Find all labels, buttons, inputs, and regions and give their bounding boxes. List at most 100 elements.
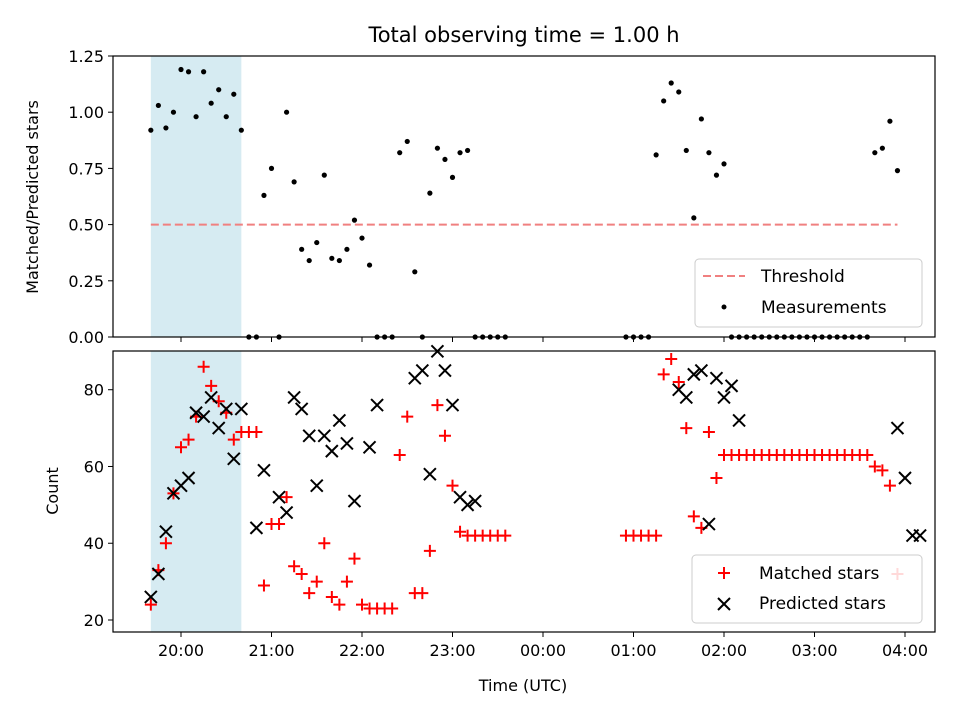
- matched-stars-point: [416, 587, 429, 600]
- matched-stars-point: [182, 433, 195, 446]
- predicted-stars-point: [257, 463, 271, 478]
- predicted-stars-point: [702, 517, 716, 531]
- matched-stars-point: [386, 602, 399, 615]
- measurement-point: [668, 80, 674, 86]
- predicted-stars-point: [227, 452, 241, 466]
- matched-stars-point: [340, 575, 353, 588]
- matched-stars-point: [499, 529, 512, 542]
- y-tick-label: 0.75: [68, 159, 104, 178]
- measurement-point: [163, 125, 169, 131]
- predicted-stars-point: [196, 409, 211, 424]
- matched-stars-point: [303, 587, 316, 600]
- matched-stars-point: [431, 399, 444, 412]
- predicted-stars-point: [249, 521, 264, 535]
- measurement-point: [359, 235, 365, 241]
- x-tick-label: 21:00: [248, 641, 294, 660]
- measurement-point: [449, 174, 456, 180]
- predicted-stars-point: [460, 498, 475, 512]
- measurement-point: [683, 147, 689, 154]
- measurement-point: [336, 257, 342, 264]
- measurements-legend-swatch: [721, 304, 727, 310]
- measurement-point: [366, 262, 373, 268]
- measurement-point: [464, 147, 471, 154]
- measurement-point: [283, 109, 290, 115]
- matched-stars-point: [680, 422, 693, 435]
- predicted-stars-point: [445, 398, 460, 412]
- predicted-stars-point: [219, 402, 233, 416]
- matched-stars-legend-label: Matched stars: [759, 564, 879, 584]
- x-tick-label: 01:00: [610, 641, 656, 660]
- measurement-point: [434, 145, 441, 151]
- predicted-stars-point: [717, 390, 731, 405]
- predicted-stars-point: [438, 363, 452, 378]
- bottom-x-ticks: 20:00 21:00 22:00 23:00 00:00 01:00 02:00 03:00…: [158, 632, 928, 660]
- predicted-stars-point: [272, 490, 286, 504]
- measurement-point: [155, 102, 161, 109]
- predicted-stars-point: [890, 421, 905, 435]
- matched-stars-point: [318, 537, 331, 550]
- matched-stars-point: [250, 425, 263, 438]
- chart-title: Total observing time = 1.00 h: [367, 23, 679, 47]
- bottom-shaded-region: [150, 351, 242, 632]
- bottom-axes-frame: [112, 350, 936, 633]
- predicted-stars-legend-label: Predicted stars: [759, 594, 886, 614]
- y-tick-label: 1.00: [68, 103, 104, 122]
- matched-stars-point: [205, 379, 218, 392]
- matched-stars-point: [702, 425, 715, 438]
- x-tick-label: 22:00: [339, 641, 385, 660]
- matched-stars-point: [348, 552, 361, 565]
- matched-stars-point: [454, 525, 467, 538]
- predicted-stars-point: [415, 363, 430, 378]
- top-shaded-region: [150, 56, 242, 337]
- measurement-point: [427, 190, 433, 196]
- top-plot-marks: [148, 66, 901, 340]
- matched-stars-point: [325, 590, 338, 603]
- measurement-point: [314, 239, 320, 246]
- x-tick-label: 03:00: [791, 641, 837, 660]
- measurement-point: [887, 118, 893, 124]
- y-tick-label: 80: [84, 381, 104, 400]
- measurements-legend-label: Measurements: [761, 298, 887, 318]
- predicted-stars-point: [181, 471, 196, 485]
- bottom-legend-box: [691, 554, 923, 624]
- predicted-stars-point: [212, 421, 226, 435]
- measurement-point: [397, 150, 403, 156]
- matched-stars-legend-swatch: [718, 567, 730, 579]
- y-tick-label: 40: [84, 534, 104, 553]
- measurement-point: [404, 138, 410, 145]
- measurement-point: [344, 246, 350, 252]
- matched-stars-point: [333, 598, 346, 611]
- matched-stars-point: [665, 353, 678, 366]
- measurement-point: [676, 89, 682, 95]
- matched-stars-point: [159, 537, 172, 550]
- predicted-stars-point: [234, 402, 249, 416]
- measurement-point: [661, 98, 667, 104]
- predicted-stars-point: [347, 494, 362, 508]
- shaded-interval: [150, 351, 242, 632]
- predicted-stars-point: [898, 471, 912, 485]
- measurement-point: [329, 255, 335, 261]
- measurement-point: [713, 172, 720, 178]
- measurement-point: [653, 152, 659, 158]
- y-tick-label: 0.00: [68, 328, 104, 347]
- matched-stars-point: [438, 429, 451, 442]
- measurement-point: [691, 215, 697, 221]
- predicted-stars-point: [159, 525, 173, 539]
- measurement-point: [879, 145, 885, 151]
- measurement-point: [721, 161, 727, 167]
- x-axis-label: Time (UTC): [478, 676, 567, 695]
- y-tick-label: 60: [84, 457, 104, 476]
- predicted-stars-point: [294, 402, 309, 416]
- measurement-point: [201, 69, 207, 75]
- matched-stars-point: [446, 479, 459, 492]
- matched-stars-point: [650, 529, 663, 542]
- predicted-stars-point: [468, 494, 482, 508]
- top-legend-box: [694, 258, 923, 328]
- predicted-stars-point: [325, 444, 339, 458]
- measurement-point: [442, 156, 448, 163]
- matched-stars-point: [227, 433, 240, 446]
- measurement-point: [321, 172, 327, 178]
- y-tick-label: 0.25: [68, 272, 104, 291]
- matched-stars-point: [310, 575, 323, 588]
- matched-stars-point: [393, 448, 406, 461]
